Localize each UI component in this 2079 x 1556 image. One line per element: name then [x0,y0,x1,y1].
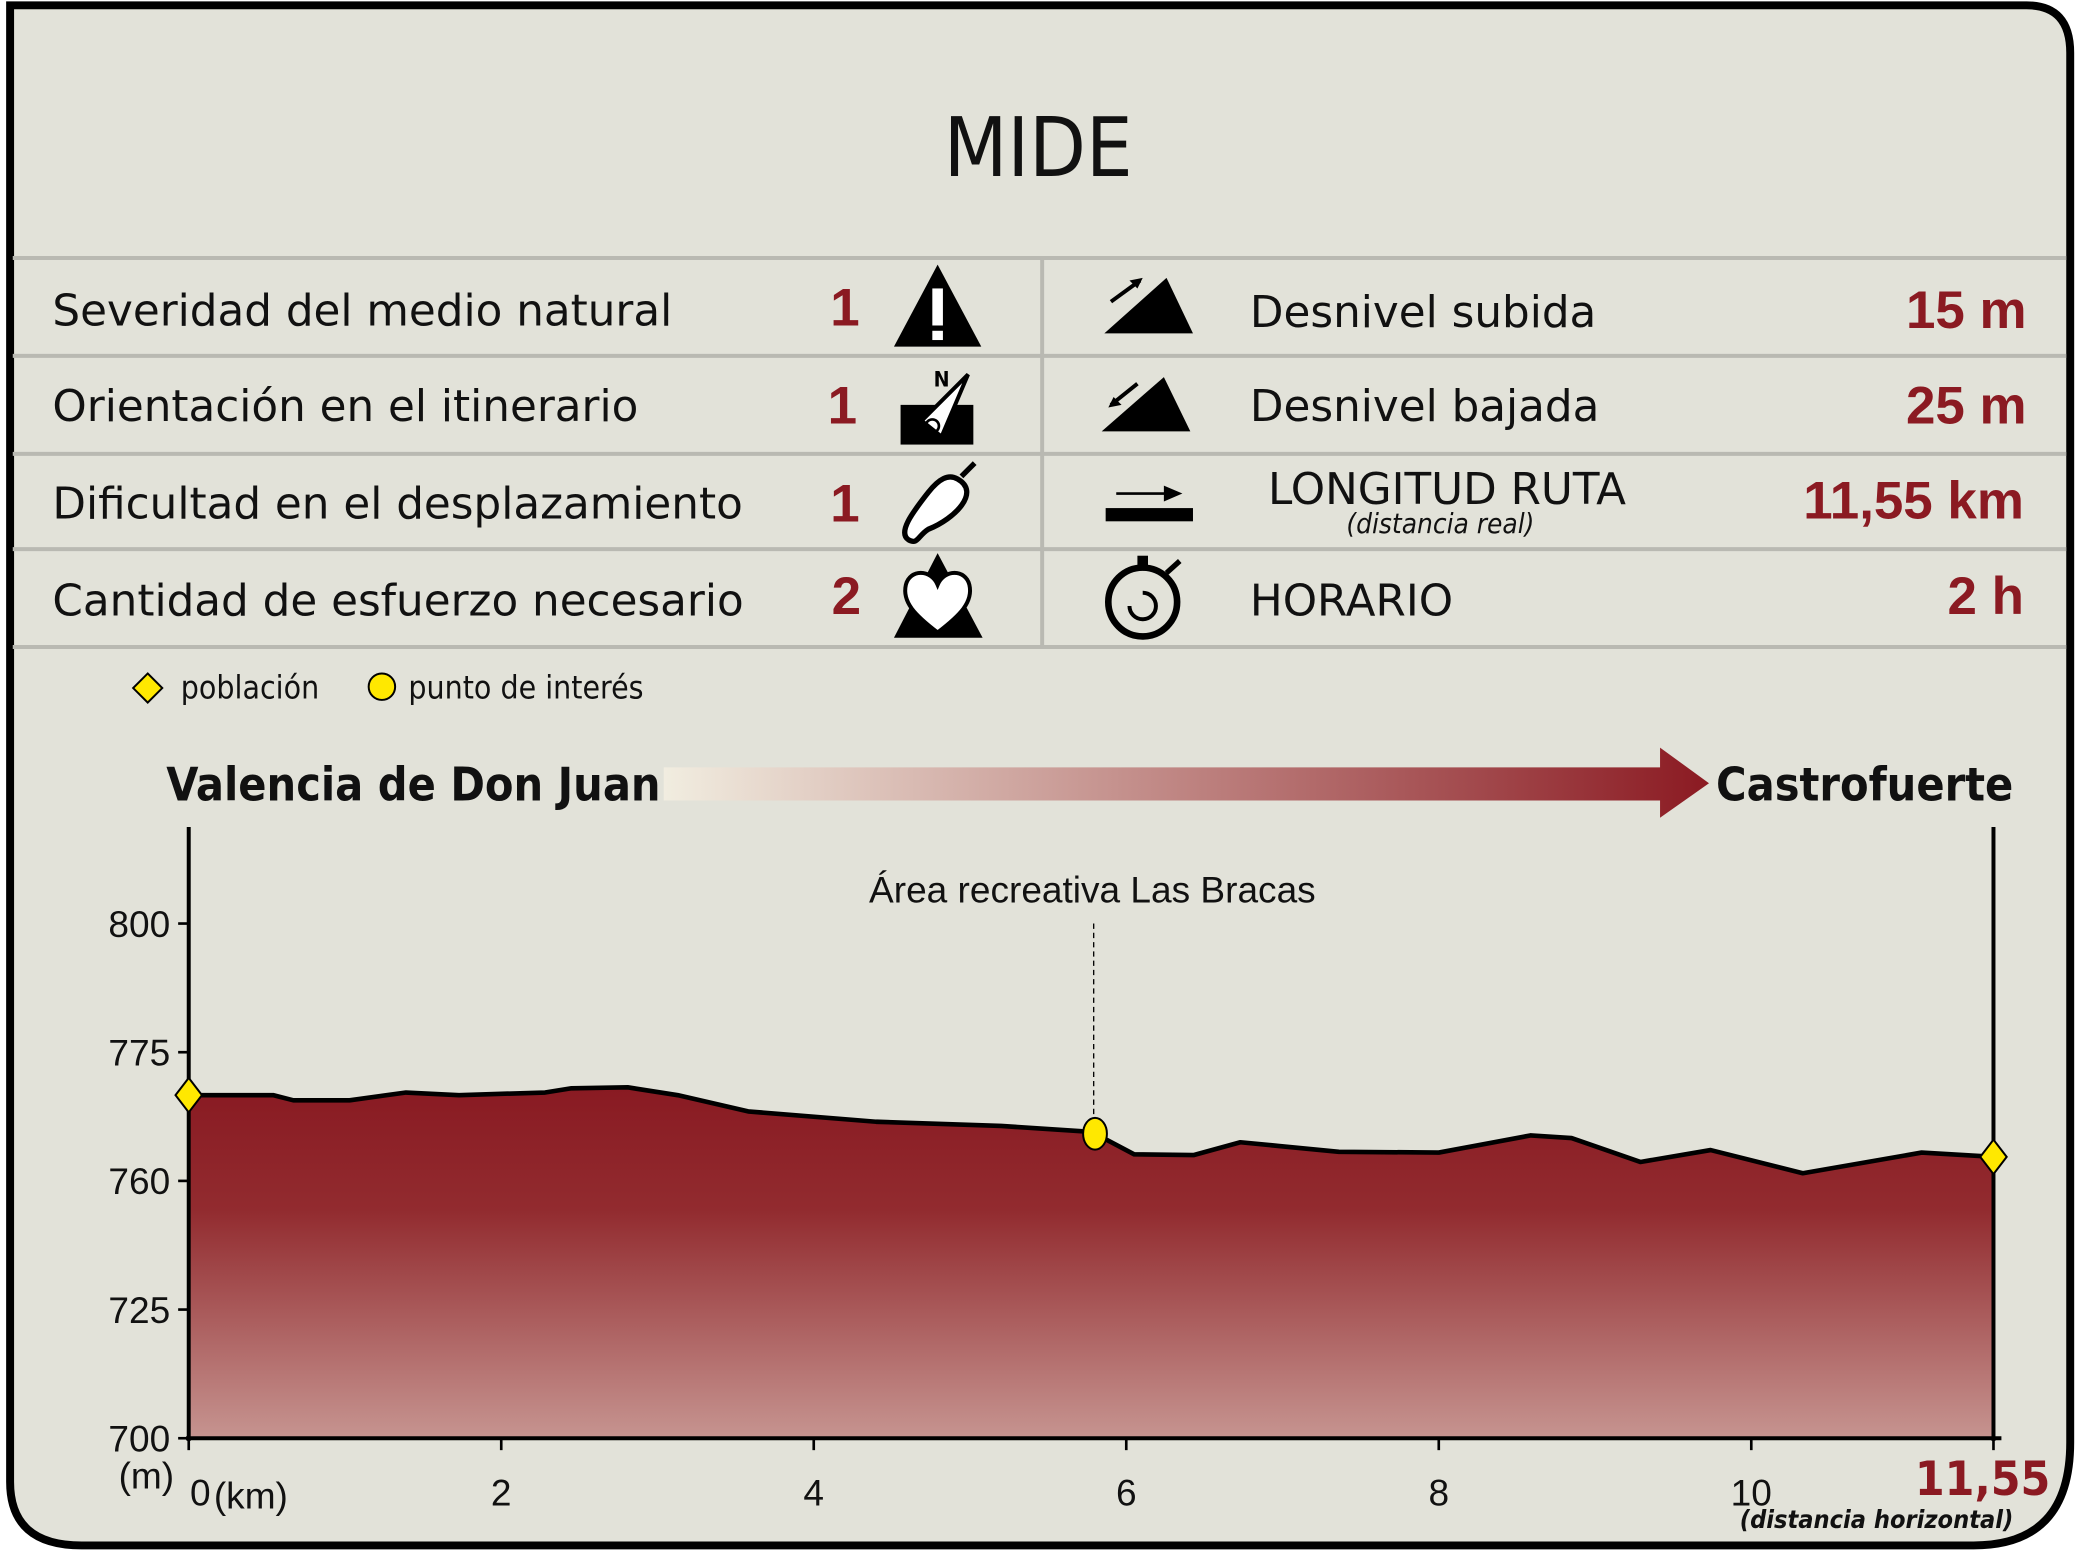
stat-label: Desnivel subida [1250,287,1596,338]
legend: población punto de interés [131,671,644,707]
stat-sublabel: (distancia real) [1346,507,1534,540]
elevation-profile-chart: 700 725 760 775 800 0 2 4 6 8 10 (m) (km) 11,55 (… [108,826,2051,1534]
stat-row-subida: Desnivel subida 15 m [1104,277,2027,340]
mide-label: Cantidad de esfuerzo necesario [52,575,743,626]
y-tick-label: 725 [108,1289,170,1331]
stat-value: 25 m [1906,376,2027,435]
y-tick-label: 775 [108,1031,170,1073]
mide-label: Severidad del medio natural [52,285,672,336]
x-tick-label: 2 [491,1472,512,1514]
x-tick-label: 6 [1116,1472,1137,1514]
legend-town-label: población [181,671,319,707]
y-tick-label: 760 [108,1160,170,1202]
mide-row-orientacion: Orientación en el itinerario 1 N [52,366,974,445]
poi-marker [1082,1116,1108,1151]
y-tick-label: 700 [108,1417,170,1459]
stat-row-longitud: LONGITUD RUTA (distancia real) 11,55 km [1105,464,2024,540]
stat-row-horario: HORARIO 2 h [1104,555,2024,640]
mide-value: 1 [828,376,857,435]
town-marker [174,1076,204,1114]
stat-label: LONGITUD RUTA [1268,464,1626,515]
poi-label: Área recreativa Las Bracas [869,868,1316,910]
distance-arrow-icon [1105,485,1193,522]
stat-value: 2 h [1947,567,2023,626]
stat-label: HORARIO [1250,575,1453,626]
x-tick-label: 4 [803,1472,824,1514]
y-tick-label: 800 [108,903,170,945]
mide-value: 1 [830,278,859,337]
elevation-line [188,1085,1994,1176]
route-end: Castrofuerte [1716,757,2013,811]
x-tick-label: 8 [1428,1472,1449,1514]
stopwatch-icon [1104,555,1182,640]
town-marker [1978,1138,2008,1176]
mide-row-dificultad: Dificultad en el desplazamiento 1 [52,461,977,544]
page-title: MIDE [944,101,1133,196]
mide-label: Orientación en el itinerario [52,381,638,432]
x-unit-label: (km) [214,1474,288,1516]
x-end-label: 11,55 [1915,1452,2051,1507]
compass-north-icon: N [900,366,974,445]
x-end-note: (distancia horizontal) [1740,1505,2014,1534]
town-diamond-icon [131,672,164,704]
mide-table-grid [12,256,2067,649]
legend-poi-label: punto de interés [408,671,643,707]
stat-row-bajada: Desnivel bajada 25 m [1101,376,2027,435]
stat-label: Desnivel bajada [1250,381,1600,432]
mide-value: 1 [830,474,859,533]
mide-value: 2 [832,567,861,626]
route-start: Valencia de Don Juan [166,757,660,811]
svg-text:N: N [934,366,950,391]
heart-mountain-icon [893,553,983,638]
route-direction-arrow-icon [663,747,1710,818]
stat-value: 11,55 km [1803,472,2024,531]
stat-value: 15 m [1906,281,2027,340]
y-unit-label: (m) [119,1455,175,1497]
elevation-area [188,1087,1994,1439]
mide-row-esfuerzo: Cantidad de esfuerzo necesario 2 [52,553,983,638]
x-tick-label: 0 [190,1472,211,1514]
mide-label: Dificultad en el desplazamiento [52,479,742,530]
mide-row-severidad: Severidad del medio natural 1 [52,264,982,347]
footprint-icon [902,461,977,544]
warning-mountain-icon [893,264,982,347]
descent-icon [1101,377,1191,432]
poi-circle-icon [367,672,397,701]
ascent-icon [1104,277,1193,334]
x-tick-label: 10 [1731,1472,1772,1514]
